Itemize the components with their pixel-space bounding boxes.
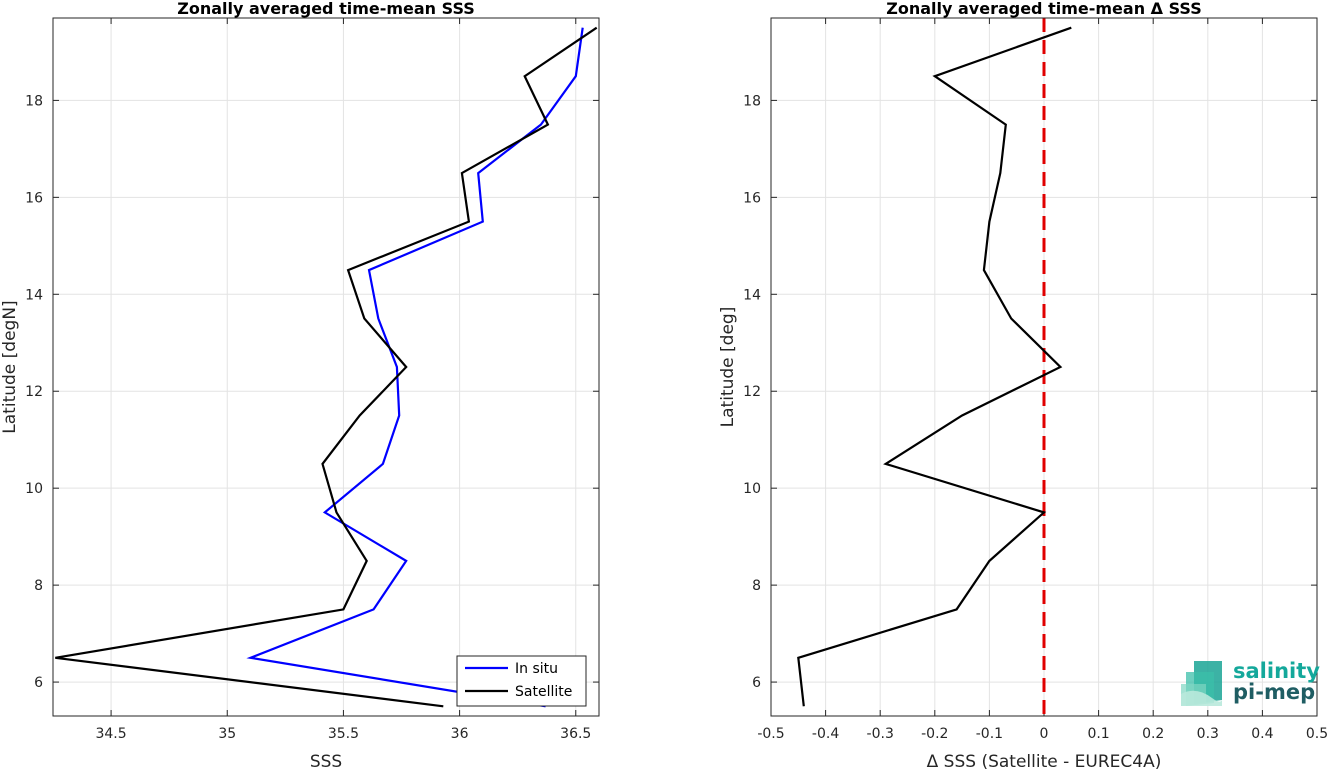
x-tick-label: 34.5 [95,726,126,742]
y-axis-label: Latitude [degN] [0,300,20,433]
legend-label-in-situ: In situ [515,661,558,677]
y-tick-label: 18 [25,93,43,109]
x-tick-label: -0.2 [921,726,948,742]
x-tick-label: 0.4 [1251,726,1273,742]
x-tick-label: 0.3 [1197,726,1219,742]
y-tick-label: 10 [25,481,43,497]
salinity-pi-mep-logo: salinity pi-mep [1181,659,1320,706]
x-tick-label: 0.2 [1142,726,1164,742]
x-tick-label: 35 [218,726,236,742]
x-tick-label: -0.1 [976,726,1003,742]
y-tick-label: 10 [743,481,761,497]
series-group [55,26,598,708]
x-tick-label: -0.4 [812,726,839,742]
y-tick-label: 8 [752,578,761,594]
y-tick-label: 14 [25,287,43,303]
x-tick-label: -0.5 [757,726,784,742]
chart-panel-sss: 34.5 35 35.5 36 36.5 6 8 10 12 14 16 18 Zonally ave… [0,0,600,769]
series-line-delta [797,26,1072,707]
logo-text-pi-mep: pi-mep [1233,680,1315,704]
x-tick-label: 0.1 [1087,726,1109,742]
tick-labels: 34.5 35 35.5 36 36.5 6 8 10 12 14 16 18 [25,18,599,742]
y-tick-label: 8 [34,578,43,594]
chart-panel-delta-sss: -0.5 -0.4 -0.3 -0.2 -0.1 0 0.1 0.2 0.3 0.4 0.5 6 8 10… [718,0,1328,769]
gridlines [53,18,599,716]
y-tick-label: 18 [743,93,761,109]
wave-logo-icon [1181,661,1222,706]
x-tick-label: -0.3 [867,726,894,742]
chart-title: Zonally averaged time-mean SSS [177,0,475,18]
x-axis-label: SSS [310,752,342,769]
x-tick-label: 36 [451,726,469,742]
x-tick-label: 0.5 [1306,726,1328,742]
y-axis-label: Latitude [deg] [718,307,738,428]
x-tick-label: 35.5 [328,726,359,742]
legend-box [456,655,587,707]
axes-box [770,17,1318,717]
y-tick-label: 6 [34,675,43,691]
axes-box [52,17,600,717]
series-group [797,26,1072,707]
series-line-satellite [55,26,598,708]
y-tick-label: 16 [25,190,43,206]
plot-area [53,18,599,716]
y-tick-label: 12 [25,384,43,400]
y-tick-label: 12 [743,384,761,400]
x-tick-label: 0 [1040,726,1049,742]
logo-text-salinity: salinity [1233,659,1320,683]
legend: In situ Satellite [456,655,587,707]
x-tick-label: 36.5 [560,726,591,742]
chart-title: Zonally averaged time-mean Δ SSS [886,0,1202,18]
x-axis-label: Δ SSS (Satellite - EUREC4A) [927,752,1162,769]
y-tick-label: 14 [743,287,761,303]
y-tick-label: 6 [752,675,761,691]
legend-label-satellite: Satellite [515,684,572,700]
y-tick-label: 16 [743,190,761,206]
